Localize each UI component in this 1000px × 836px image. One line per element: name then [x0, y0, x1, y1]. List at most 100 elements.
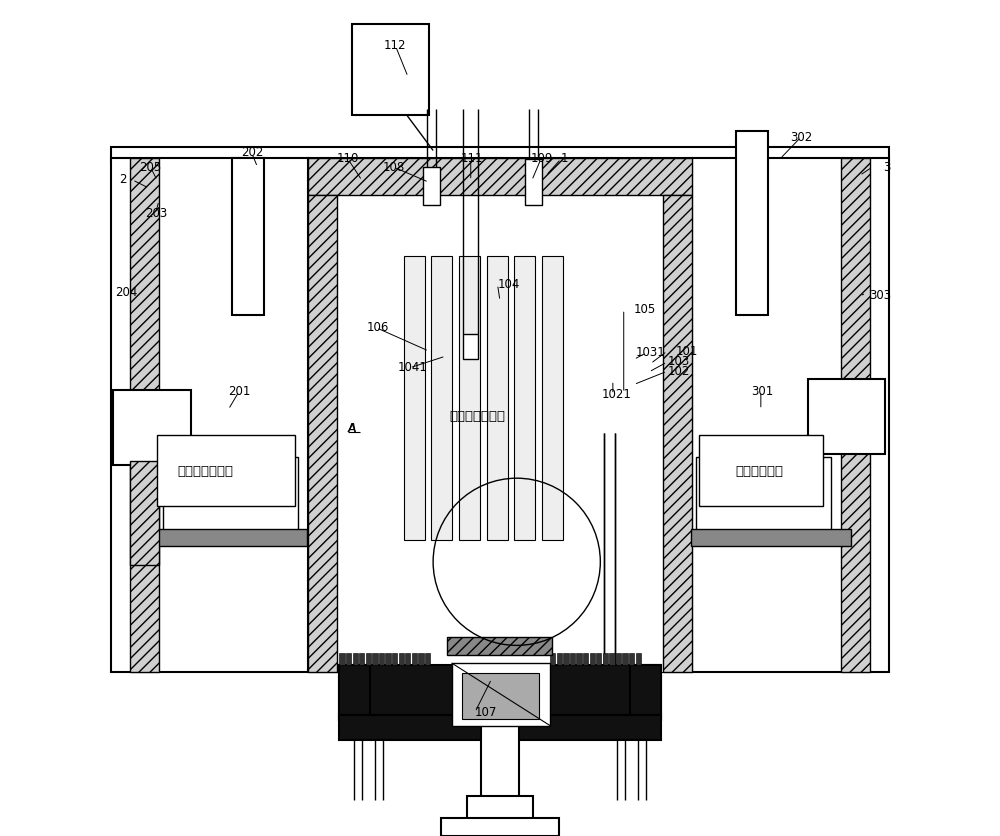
Text: 3: 3 — [883, 161, 890, 174]
Text: 302: 302 — [790, 130, 812, 144]
Text: 102: 102 — [667, 364, 690, 378]
Text: 1031: 1031 — [635, 346, 665, 359]
Bar — [630, 665, 661, 720]
Bar — [372, 653, 378, 665]
Bar — [463, 334, 478, 359]
Text: 303: 303 — [869, 289, 891, 303]
Bar — [583, 653, 588, 665]
Text: 108: 108 — [383, 161, 405, 174]
Bar — [366, 653, 371, 665]
Bar — [692, 158, 889, 672]
Text: 碳碳材料预制体: 碳碳材料预制体 — [178, 465, 234, 478]
Bar — [462, 673, 539, 719]
Bar — [699, 435, 823, 506]
Bar — [385, 653, 391, 665]
Bar — [418, 653, 424, 665]
Text: 111: 111 — [461, 152, 483, 166]
Text: 110: 110 — [337, 152, 359, 166]
Bar — [808, 379, 885, 454]
Bar — [308, 158, 692, 672]
Text: 1021: 1021 — [602, 388, 632, 401]
Text: 105: 105 — [634, 303, 656, 316]
Bar — [636, 653, 641, 665]
Bar — [467, 796, 533, 836]
Text: 碳碳复合材料: 碳碳复合材料 — [735, 465, 783, 478]
Bar — [452, 663, 550, 726]
Text: 104: 104 — [497, 278, 520, 291]
Bar — [596, 653, 601, 665]
Bar — [352, 24, 429, 115]
Bar — [525, 159, 542, 205]
Bar — [663, 195, 692, 672]
Bar — [359, 653, 364, 665]
Bar — [425, 653, 430, 665]
Text: 109: 109 — [531, 152, 553, 166]
Bar — [232, 158, 264, 315]
Bar — [337, 195, 663, 672]
Bar — [576, 653, 582, 665]
Bar — [339, 665, 370, 720]
Text: 205: 205 — [139, 161, 161, 174]
Bar — [370, 669, 630, 716]
Bar — [622, 653, 628, 665]
Bar — [163, 457, 298, 532]
Text: 107: 107 — [475, 706, 497, 719]
Bar — [130, 158, 159, 672]
Text: A: A — [348, 421, 356, 435]
Text: 201: 201 — [228, 385, 251, 398]
Text: 106: 106 — [366, 321, 389, 334]
Bar — [570, 653, 575, 665]
Bar — [487, 256, 508, 540]
Bar — [459, 256, 480, 540]
Text: 碳碳材料预制体: 碳碳材料预制体 — [449, 410, 505, 423]
Text: 112: 112 — [384, 39, 406, 53]
Bar — [339, 715, 661, 740]
Bar — [447, 637, 552, 655]
Bar — [691, 529, 851, 546]
Bar — [111, 158, 308, 672]
Bar — [603, 653, 608, 665]
Bar — [379, 653, 384, 665]
Bar — [339, 653, 345, 665]
Text: 202: 202 — [241, 146, 263, 160]
Bar — [399, 653, 404, 665]
Bar — [405, 653, 410, 665]
Text: 204: 204 — [115, 286, 138, 299]
Bar — [481, 716, 519, 800]
Bar — [353, 653, 358, 665]
Bar — [563, 653, 569, 665]
Bar — [514, 256, 535, 540]
Text: 301: 301 — [751, 385, 773, 398]
Bar — [157, 435, 295, 506]
Bar — [412, 653, 417, 665]
Text: 1: 1 — [561, 152, 569, 166]
Bar — [423, 167, 440, 205]
Bar — [404, 256, 425, 540]
Bar — [616, 653, 621, 665]
Text: 1041: 1041 — [398, 361, 428, 375]
Text: 2: 2 — [120, 173, 127, 186]
Text: 103: 103 — [667, 355, 689, 369]
Bar — [629, 653, 634, 665]
Bar — [590, 653, 595, 665]
Bar — [441, 818, 559, 836]
Bar — [392, 653, 397, 665]
Bar — [609, 653, 615, 665]
Bar — [736, 131, 768, 315]
Bar — [431, 256, 452, 540]
Text: 101: 101 — [676, 344, 698, 358]
Bar — [696, 457, 831, 532]
Text: 203: 203 — [145, 206, 167, 220]
Bar — [346, 653, 351, 665]
Bar — [146, 529, 307, 546]
Bar — [339, 665, 661, 720]
Text: A: A — [348, 421, 356, 435]
Bar — [111, 147, 889, 162]
Bar — [550, 653, 555, 665]
Bar — [308, 158, 692, 195]
Bar — [308, 195, 337, 672]
Bar — [130, 461, 159, 565]
Bar — [113, 390, 191, 465]
Bar — [841, 158, 870, 672]
Bar — [557, 653, 562, 665]
